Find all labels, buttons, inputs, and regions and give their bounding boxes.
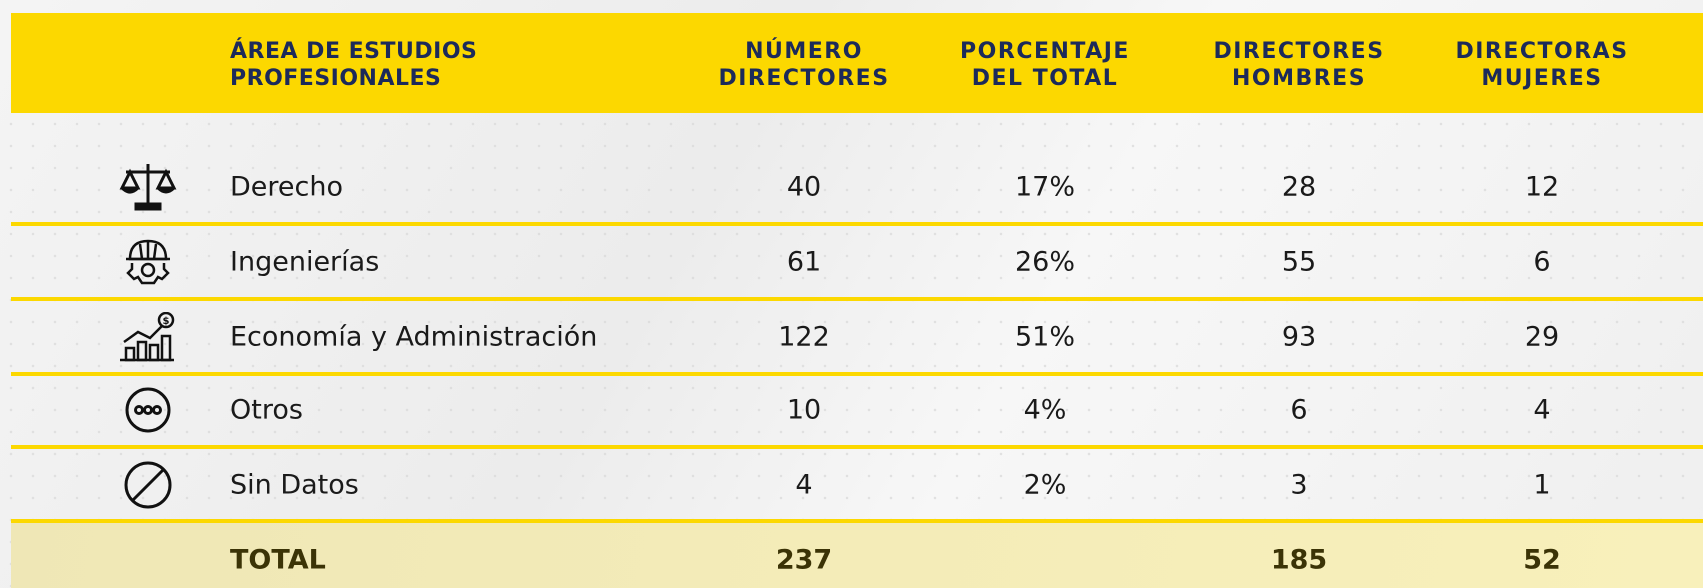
total-cell: 185 bbox=[1270, 544, 1328, 576]
column-header: DIRECTORES HOMBRES bbox=[1189, 38, 1409, 92]
cell: 3 bbox=[1290, 469, 1308, 501]
cell: 4 bbox=[795, 469, 813, 501]
column-header: ÁREA DE ESTUDIOS PROFESIONALES bbox=[230, 38, 477, 92]
cell: 51% bbox=[1014, 321, 1076, 353]
cell: 122 bbox=[778, 321, 830, 353]
cell: 4 bbox=[1533, 394, 1551, 426]
total-cell: 237 bbox=[775, 544, 833, 576]
cell: 6 bbox=[1290, 394, 1308, 426]
row-separator bbox=[11, 222, 1703, 226]
cell: 26% bbox=[1014, 246, 1076, 278]
cell: 61 bbox=[786, 246, 822, 278]
icon-no-data bbox=[124, 461, 172, 509]
cell: 40 bbox=[786, 171, 822, 203]
cell: 12 bbox=[1524, 171, 1560, 203]
cell: 4% bbox=[1023, 394, 1067, 426]
background-dots bbox=[0, 113, 1703, 588]
cell: 17% bbox=[1014, 171, 1076, 203]
total-label: TOTAL bbox=[230, 544, 326, 576]
svg-text:$: $ bbox=[163, 316, 170, 327]
cell: 55 bbox=[1281, 246, 1317, 278]
header-line: DIRECTORES bbox=[718, 66, 890, 91]
header-line: PORCENTAJE bbox=[960, 39, 1130, 64]
cell: 28 bbox=[1281, 171, 1317, 203]
cell: 6 bbox=[1533, 246, 1551, 278]
icon-others bbox=[125, 387, 171, 433]
column-header: DIRECTORAS MUJERES bbox=[1432, 38, 1652, 92]
row-label: Ingenierías bbox=[230, 246, 380, 278]
header-line: DIRECTORAS bbox=[1455, 39, 1629, 64]
cell: 1 bbox=[1533, 469, 1551, 501]
icon-scale bbox=[119, 164, 177, 211]
total-band bbox=[11, 523, 1703, 588]
cell: 2% bbox=[1023, 469, 1067, 501]
column-header: PORCENTAJE DEL TOTAL bbox=[935, 38, 1155, 92]
header-band bbox=[11, 13, 1703, 113]
cell: 93 bbox=[1281, 321, 1317, 353]
column-header: NÚMERO DIRECTORES bbox=[694, 38, 914, 92]
header-line: ÁREA DE ESTUDIOS bbox=[230, 39, 478, 64]
header-line: MUJERES bbox=[1481, 66, 1603, 91]
total-cell: 52 bbox=[1523, 544, 1561, 576]
row-separator bbox=[11, 297, 1703, 301]
row-label: Derecho bbox=[230, 171, 343, 203]
row-label: Sin Datos bbox=[230, 469, 359, 501]
row-separator bbox=[11, 445, 1703, 449]
row-label: Economía y Administración bbox=[230, 321, 598, 353]
header-line: NÚMERO bbox=[745, 39, 863, 64]
icon-economy: $ bbox=[120, 312, 175, 362]
header-line: PROFESIONALES bbox=[230, 66, 442, 91]
row-label: Otros bbox=[230, 394, 303, 426]
cell: 10 bbox=[786, 394, 822, 426]
row-separator bbox=[11, 372, 1703, 376]
icon-engineering bbox=[126, 239, 170, 285]
header-line: HOMBRES bbox=[1231, 66, 1367, 91]
row-separator bbox=[11, 519, 1703, 523]
header-line: DIRECTORES bbox=[1213, 39, 1385, 64]
cell: 29 bbox=[1524, 321, 1560, 353]
header-line: DEL TOTAL bbox=[971, 66, 1119, 91]
